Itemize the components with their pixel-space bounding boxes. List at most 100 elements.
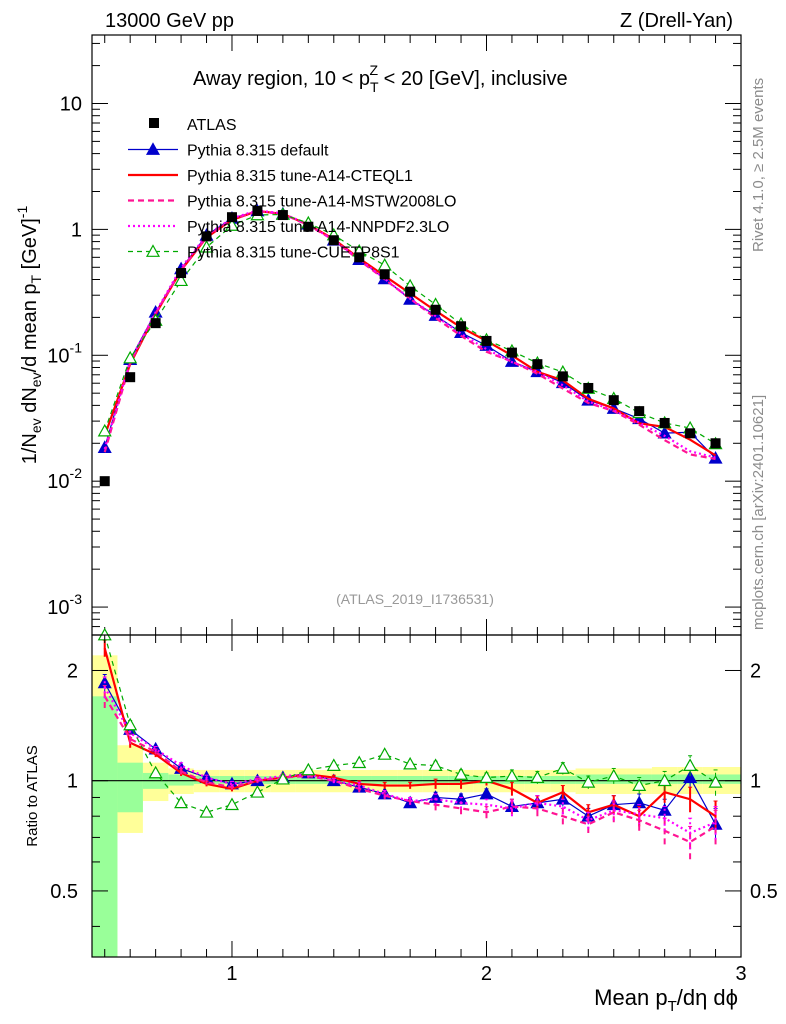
ratio-frame <box>91 634 742 958</box>
series-4-main-marker <box>123 350 138 364</box>
stat-band <box>702 774 741 784</box>
series-0-main-marker <box>657 425 672 439</box>
series-0-ratio-marker <box>632 795 647 809</box>
atlas-point <box>532 359 543 370</box>
atlas-point <box>506 347 517 358</box>
stat-band <box>168 774 194 786</box>
x-tick-label: 1 <box>226 963 237 985</box>
atlas-point <box>328 235 339 246</box>
atlas-point <box>379 269 390 280</box>
series-4-ratio-marker <box>479 770 494 783</box>
stat-band <box>117 762 143 813</box>
series-4-ratio-marker <box>148 765 163 779</box>
ratio-y-tick-label-right: 1 <box>750 771 761 793</box>
legend-label: Pythia 8.315 tune-A14-CTEQL1 <box>187 168 413 185</box>
series-4-main-marker <box>97 423 112 437</box>
legend-label: Pythia 8.315 default <box>187 143 329 160</box>
plot-title: Away region, 10 < pTZ < 20 [GeV], inclus… <box>193 62 568 95</box>
series-4-ratio <box>97 627 723 818</box>
series-4-ratio-marker <box>708 775 723 788</box>
x-tick-label: 2 <box>481 963 492 985</box>
series-4-ratio-marker <box>301 762 316 776</box>
ratio-y-tick-label-right: 2 <box>750 660 761 682</box>
atlas-point <box>634 406 645 417</box>
legend-swatch-marker <box>145 244 161 257</box>
legend-label: Pythia 8.315 tune-A14-NNPDF2.3LO <box>187 219 449 236</box>
series-4-ratio-marker <box>377 747 392 760</box>
legend-swatch-atlas <box>149 118 159 128</box>
series-4-ratio-marker <box>606 768 621 782</box>
main-y-ticks: 10-3 10-2 10-1 1 10 <box>47 42 741 636</box>
atlas-point <box>201 231 212 242</box>
y-tick-label: 10-1 <box>47 339 82 367</box>
atlas-point <box>150 318 161 329</box>
atlas-point <box>710 438 721 449</box>
legend-label: Pythia 8.315 tune-CUETP8S1 <box>187 245 400 262</box>
header-left: 13000 GeV pp <box>105 10 234 32</box>
series-4-ratio-marker <box>454 767 469 780</box>
series-4-main-marker <box>199 239 214 253</box>
series-3-main-line <box>103 209 716 459</box>
atlas-point <box>176 268 187 279</box>
series-4-ratio-marker <box>224 797 239 811</box>
atlas-point <box>685 428 696 439</box>
series-3-main <box>103 209 716 459</box>
y-tick-label: 10 <box>60 93 82 115</box>
series-3-ratio <box>102 676 718 850</box>
series-4-main-marker <box>174 273 189 287</box>
legend: ATLAS Pythia 8.315 default Pythia 8.315 tu… <box>128 117 456 262</box>
series-4-ratio-marker <box>657 773 672 787</box>
stat-band <box>397 776 423 784</box>
ratio-y-tick-label: 2 <box>67 660 78 682</box>
ratio-y-tick-label: 0.5 <box>50 881 78 903</box>
series-0-ratio-marker <box>428 790 443 803</box>
legend-entry-series-3: Pythia 8.315 tune-A14-NNPDF2.3LO <box>128 219 449 236</box>
series-4-ratio-marker <box>199 805 214 818</box>
series-4-ratio-marker <box>632 778 647 791</box>
atlas-point <box>481 335 492 346</box>
y-tick-label: 1 <box>71 219 82 241</box>
legend-label: Pythia 8.315 tune-A14-MSTW2008LO <box>187 194 456 211</box>
ratio-y-axis-label: Ratio to ATLAS <box>24 745 41 846</box>
y-tick-label: 10-2 <box>47 465 82 493</box>
atlas-point <box>252 205 263 216</box>
series-4-ratio-marker <box>530 770 545 783</box>
atlas-point <box>277 210 288 221</box>
atlas-point <box>557 371 568 382</box>
legend-entry-series-1: Pythia 8.315 tune-A14-CTEQL1 <box>128 168 413 185</box>
main-panel: 10-3 10-2 10-1 1 10 Away region, 10 < pTZ < … <box>14 34 742 636</box>
x-axis-label: Mean pT/dη dϕ <box>594 985 738 1015</box>
ratio-y-tick-label: 1 <box>67 771 78 793</box>
series-0-main-marker <box>97 440 112 453</box>
series-4-ratio-marker <box>326 758 341 771</box>
rivet-label: Rivet 4.1.0, ≥ 2.5M events <box>750 78 767 252</box>
x-tick-label: 3 <box>735 963 746 985</box>
series-4-ratio-marker <box>174 795 189 809</box>
legend-swatch-marker <box>145 142 161 155</box>
ratio-x-ticks: 1 2 3 <box>104 635 747 985</box>
stat-band <box>550 776 576 784</box>
legend-entry-series-2: Pythia 8.315 tune-A14-MSTW2008LO <box>128 194 456 211</box>
y-tick-label: 10-3 <box>47 591 82 619</box>
legend-entry-atlas: ATLAS <box>149 117 237 134</box>
stat-band <box>92 696 118 957</box>
atlas-point <box>659 417 670 428</box>
series-4-ratio-marker <box>555 761 570 774</box>
series-3-ratio-line <box>103 686 716 835</box>
y-axis-label: 1/Nev dNev/d mean pT [GeV]-1 <box>14 206 44 465</box>
series-4-ratio-marker <box>250 785 265 798</box>
atlas-point <box>99 476 110 487</box>
series-0-ratio-marker <box>683 770 698 783</box>
ratio-curves <box>97 627 723 860</box>
legend-entry-series-4: Pythia 8.315 tune-CUETP8S1 <box>128 244 400 262</box>
legend-label: ATLAS <box>187 117 237 134</box>
series-4-ratio-marker <box>504 768 519 782</box>
stat-band <box>371 776 398 784</box>
atlas-point <box>405 286 416 297</box>
series-4-ratio-marker <box>352 755 367 769</box>
atlas-point <box>226 212 237 223</box>
mcplots-label: mcplots.cern.ch [arXiv:2401.10621] <box>750 395 767 630</box>
ratio-panel: 0.5 0.5 1 1 2 2 1 2 3 Ratio to ATLAS <box>24 627 778 985</box>
series-4-main-marker <box>224 218 239 231</box>
